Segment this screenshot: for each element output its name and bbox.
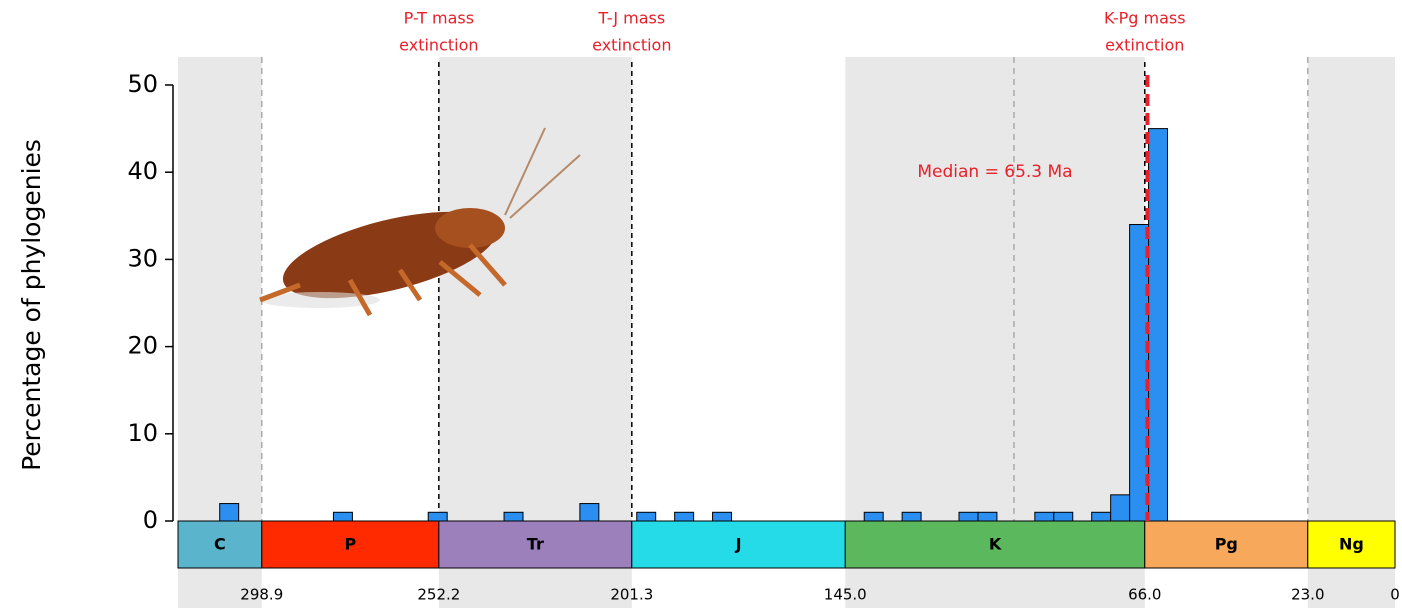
cockroach-shadow (260, 292, 380, 308)
extinction-label: extinction (1105, 36, 1184, 55)
period-box (844, 520, 1146, 569)
bar (1091, 511, 1112, 522)
bar (1148, 128, 1169, 522)
cockroach-image (259, 127, 581, 317)
period-label: Tr (527, 535, 544, 554)
y-tick-label: 0 (143, 506, 158, 534)
cockroach-head (435, 208, 505, 248)
x-tick-label: 0 (1390, 586, 1400, 604)
x-tick-label: 66.0 (1128, 586, 1161, 604)
bar (503, 511, 524, 522)
x-tick-label: 23.0 (1291, 586, 1324, 604)
x-tick-label: 201.3 (610, 586, 653, 604)
bar (332, 511, 353, 522)
y-axis-label: Percentage of phylogenies (17, 139, 46, 471)
cockroach-legs (259, 243, 507, 317)
y-tick-label: 10 (127, 419, 158, 447)
bar (977, 511, 998, 522)
bar (958, 511, 979, 522)
bar (1034, 511, 1055, 522)
period-box (438, 520, 633, 569)
x-tick-label: 298.9 (240, 586, 283, 604)
period-label: P (344, 535, 356, 554)
period-box (177, 520, 263, 569)
bar (579, 503, 600, 522)
period-box (1307, 520, 1396, 569)
y-tick-label: 30 (127, 244, 158, 272)
period-box (261, 520, 440, 569)
plot: C P Tr J K Pg Ng 0 10 20 30 40 50 298.9 252.2 201.3 145.… (127, 9, 1399, 604)
period-box (631, 520, 846, 569)
median-label: Median = 65.3 Ma (917, 162, 1072, 182)
x-tick-label: 252.2 (417, 586, 460, 604)
bar (427, 511, 448, 522)
extinction-label: extinction (399, 36, 478, 55)
y-tick-label: 20 (127, 332, 158, 360)
x-tick-label: 145.0 (824, 586, 867, 604)
bar (674, 511, 695, 522)
cockroach-antennae (504, 127, 581, 219)
bar (712, 511, 733, 522)
period-label: K (989, 535, 1002, 554)
y-tick-label: 40 (127, 157, 158, 185)
bar (1110, 494, 1131, 522)
period-label: J (735, 535, 742, 554)
period-label: C (214, 535, 226, 554)
period-label: Ng (1339, 535, 1364, 554)
period-shade (1307, 57, 1395, 608)
extinction-label: T-J mass (597, 9, 665, 28)
bar (219, 503, 240, 522)
bar (863, 511, 884, 522)
bar (1053, 511, 1074, 522)
bar (636, 511, 657, 522)
extinction-label: K-Pg mass (1104, 9, 1186, 28)
extinction-label: P-T mass (404, 9, 475, 28)
period-label: Pg (1215, 535, 1238, 554)
y-tick-label: 50 (127, 70, 158, 98)
bar (901, 511, 922, 522)
extinction-label: extinction (592, 36, 671, 55)
